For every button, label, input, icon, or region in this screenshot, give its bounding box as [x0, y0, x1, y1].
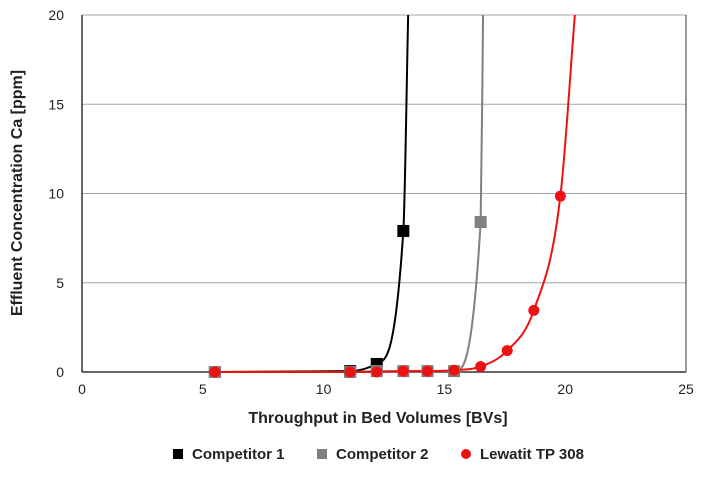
y-axis-title: Effluent Concentration Ca [ppm]: [9, 70, 26, 316]
data-point: [209, 366, 221, 378]
legend-label: Competitor 1: [192, 446, 285, 463]
x-tick-label: 15: [437, 381, 453, 397]
data-point: [397, 365, 409, 377]
x-tick-label: 10: [316, 381, 332, 397]
x-axis-title: Throughput in Bed Volumes [BVs]: [248, 410, 507, 427]
grid-lines: [82, 14, 686, 284]
legend-marker: [461, 449, 471, 459]
legend-label: Competitor 2: [336, 446, 429, 463]
data-point: [528, 304, 540, 316]
data-point: [474, 216, 487, 229]
x-tick-label: 20: [557, 381, 573, 397]
x-tick-label: 0: [78, 381, 86, 397]
legend: Competitor 1 Competitor 2 Lewatit TP 308: [173, 446, 584, 463]
y-tick-label: 10: [48, 186, 64, 202]
x-tick-labels: 0 5 10 15 20 25: [78, 381, 694, 397]
series-group: [208, 14, 576, 378]
data-point: [397, 224, 410, 237]
data-point: [448, 364, 460, 376]
x-tick-label: 5: [199, 381, 207, 397]
data-point: [475, 361, 487, 373]
legend-label: Lewatit TP 308: [480, 446, 584, 463]
legend-marker: [317, 449, 327, 459]
y-tick-labels: 0 5 10 15 20: [48, 7, 64, 380]
data-point: [344, 366, 356, 378]
y-tick-label: 5: [56, 275, 64, 291]
y-tick-label: 0: [56, 364, 64, 380]
data-point: [421, 365, 433, 377]
data-point: [501, 345, 513, 357]
x-tick-label: 25: [678, 381, 694, 397]
y-tick-label: 20: [48, 7, 64, 23]
y-tick-label: 15: [48, 96, 64, 112]
data-point: [554, 190, 566, 202]
legend-marker: [173, 449, 183, 459]
data-point: [371, 366, 383, 378]
